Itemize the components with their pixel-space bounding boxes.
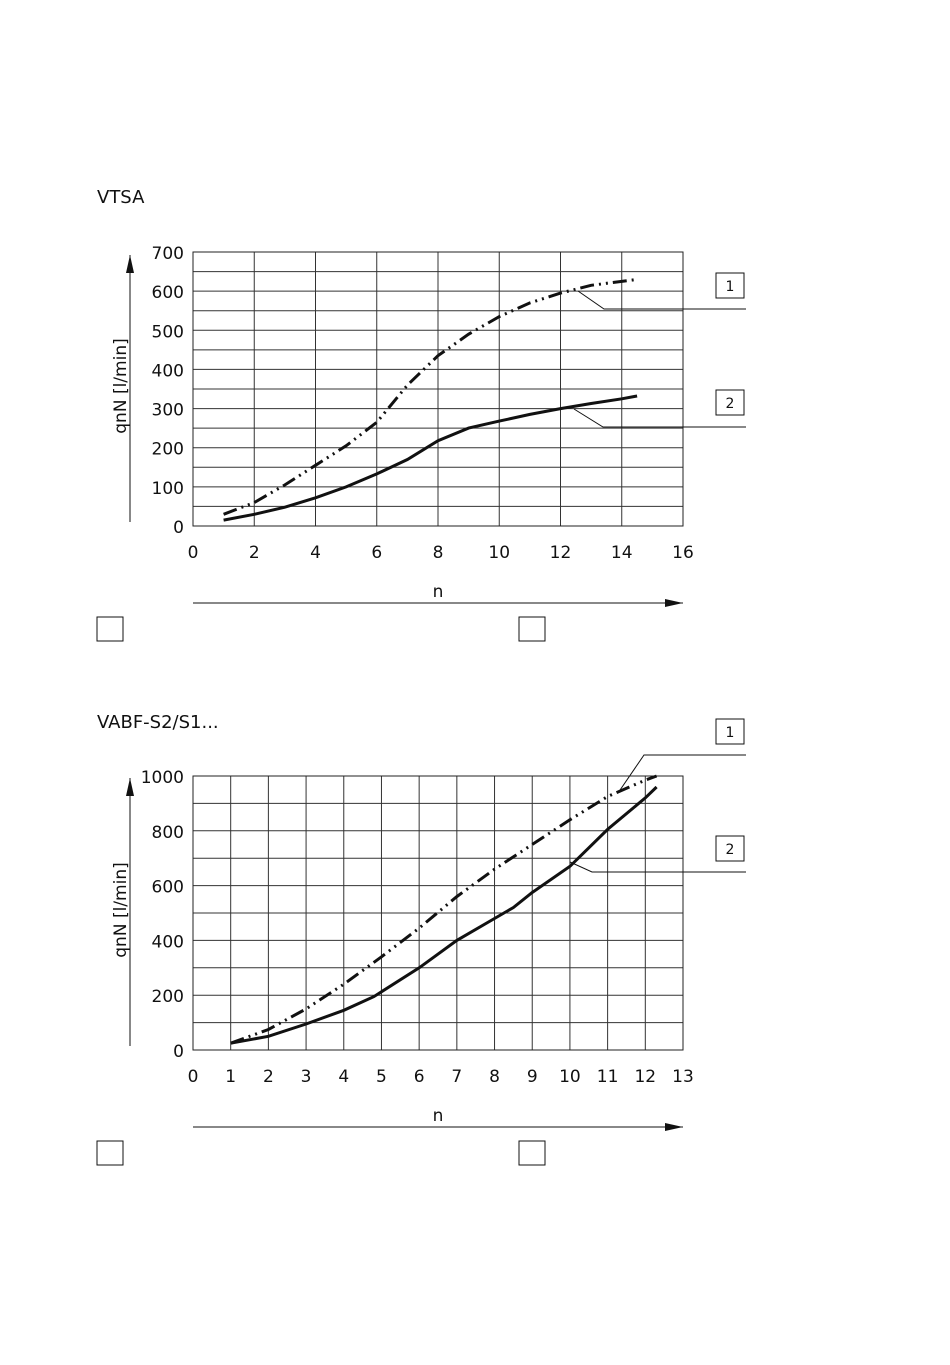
x-tick-label: 13 [672, 1067, 694, 1087]
chart-vtsa: VTSA qnN [l/min] 0 2 4 6 8 10 12 14 160100200300… [96, 187, 746, 642]
x-tick-label: 0 [188, 1067, 199, 1087]
x-axis-label: n [433, 1106, 444, 1126]
series-lines [230, 774, 658, 1045]
callout-box-1 [715, 718, 745, 745]
x-tick-label: 10 [559, 1067, 581, 1087]
y-tick-label: 400 [152, 361, 184, 381]
callout-label-2: 2 [726, 396, 735, 412]
chart-vabf: VABF-S2/S1... qnN [l/min] 0 1 2 3 4 5 6 7 8 9 10 11… [96, 712, 746, 1166]
y-tick-label: 100 [152, 479, 184, 499]
x-axis-label: n [433, 582, 444, 602]
x-tick-label: 1 [225, 1067, 236, 1087]
x-tick-label: 6 [371, 543, 382, 563]
legend-box-left [96, 1140, 124, 1166]
callout-box-1 [715, 272, 745, 299]
y-tick-label: 600 [152, 878, 184, 898]
x-tick-label: 10 [488, 543, 510, 563]
series-line-1 [223, 277, 638, 516]
x-tick-label: 12 [634, 1067, 656, 1087]
y-tick-label: 500 [152, 322, 184, 342]
x-tick-label: 2 [263, 1067, 274, 1087]
y-axis-label: qnN [l/min] [111, 338, 131, 433]
chart-title: VTSA [97, 187, 145, 208]
series-line-2 [230, 785, 658, 1045]
tick-labels: 0 2 4 6 8 10 12 14 16 0 100 200 300 400 500 600 700 [152, 244, 694, 563]
grid [192, 775, 684, 1051]
x-tick-label: 3 [301, 1067, 312, 1087]
x-tick-label: 0 [188, 543, 199, 563]
x-tick-label: 8 [489, 1067, 500, 1087]
x-tick-label: 12 [550, 543, 572, 563]
series-line-2 [223, 394, 638, 522]
chart-title: VABF-S2/S1... [97, 712, 219, 733]
y-tick-label: 400 [152, 932, 184, 952]
x-tick-label: 16 [672, 543, 694, 563]
y-tick-label: 600 [152, 283, 184, 303]
callout-box-2 [715, 389, 745, 416]
y-tick-label: 0 [173, 1042, 184, 1062]
y-tick-label: 200 [152, 987, 184, 1007]
plot-frame [192, 251, 684, 527]
callout-label-2: 2 [726, 842, 735, 858]
leader-line-1 [617, 754, 746, 794]
x-tick-label: 2 [249, 543, 260, 563]
series-line-1 [230, 774, 658, 1045]
x-tick-label: 8 [433, 543, 444, 563]
legend-box-right [518, 1140, 546, 1166]
legend-box-left [96, 616, 124, 642]
leader-line-2 [569, 861, 746, 873]
plot-frame [192, 775, 684, 1051]
y-tick-label: 1000 [141, 768, 184, 788]
y-tick-label: 300 [152, 401, 184, 421]
y-tick-label: 0 [173, 518, 184, 538]
x-tick-label: 5 [376, 1067, 387, 1087]
x-tick-label: 11 [597, 1067, 619, 1087]
callout-box-2 [715, 835, 745, 862]
y-tick-label: 200 [152, 440, 184, 460]
x-tick-label: 4 [310, 543, 321, 563]
leader-line-1 [577, 290, 746, 310]
grid [192, 251, 684, 527]
x-tick-label: 6 [414, 1067, 425, 1087]
x-tick-label: 9 [527, 1067, 538, 1087]
series-lines [223, 277, 638, 522]
callout-label-1: 1 [726, 725, 735, 741]
y-tick-label: 800 [152, 823, 184, 843]
y-axis-label: qnN [l/min] [111, 862, 131, 957]
callout-label-1: 1 [726, 279, 735, 295]
x-tick-label: 4 [338, 1067, 349, 1087]
leader-line-2 [573, 408, 746, 428]
x-tick-label: 7 [451, 1067, 462, 1087]
y-tick-label: 700 [152, 244, 184, 264]
x-tick-label: 14 [611, 543, 633, 563]
legend-box-right [518, 616, 546, 642]
